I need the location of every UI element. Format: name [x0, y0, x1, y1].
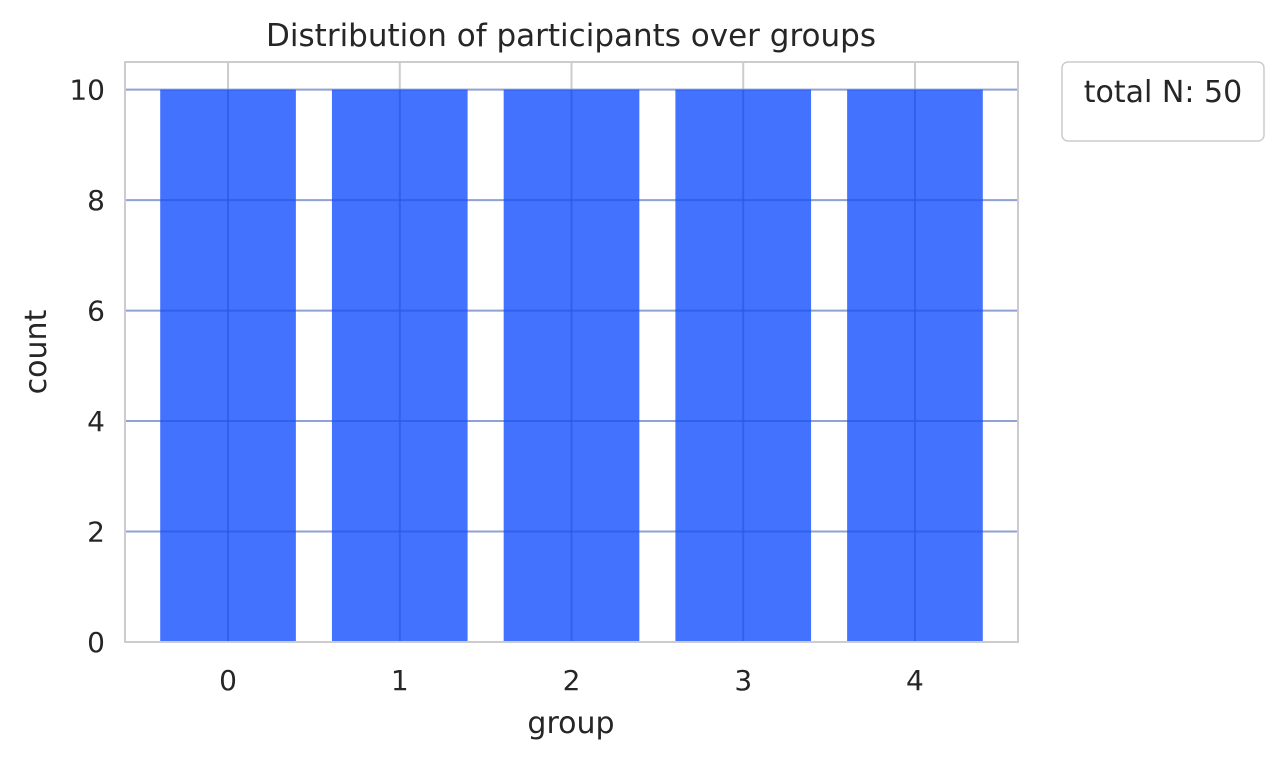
bar-group-0	[160, 89, 296, 643]
chart-title: Distribution of participants over groups	[266, 18, 876, 54]
legend: total N: 50	[1061, 61, 1265, 142]
bars	[160, 89, 983, 643]
x-tick-label: 2	[563, 664, 581, 697]
x-axis-ticks: 0 1 2 3 4	[219, 664, 924, 697]
x-tick-label: 0	[219, 664, 237, 697]
y-tick-label: 0	[87, 626, 105, 659]
x-tick-label: 3	[734, 664, 752, 697]
x-tick-label: 1	[391, 664, 409, 697]
y-tick-label: 4	[87, 405, 105, 438]
bar-group-4	[847, 89, 983, 643]
legend-text: total N: 50	[1084, 75, 1242, 110]
y-tick-label: 6	[87, 295, 105, 328]
x-tick-label: 4	[906, 664, 924, 697]
legend-box	[1061, 61, 1265, 142]
y-axis-label: count	[19, 309, 54, 394]
y-tick-label: 2	[87, 516, 105, 549]
plot-frame	[124, 61, 1019, 643]
y-axis-ticks: 0 2 4 6 8 10	[69, 74, 105, 659]
x-axis-label: group	[527, 706, 614, 741]
y-tick-label: 8	[87, 184, 105, 217]
bar-group-1	[331, 89, 468, 643]
bar-group-3	[675, 89, 812, 643]
y-tick-label: 10	[69, 74, 105, 107]
bar-group-2	[503, 89, 640, 643]
